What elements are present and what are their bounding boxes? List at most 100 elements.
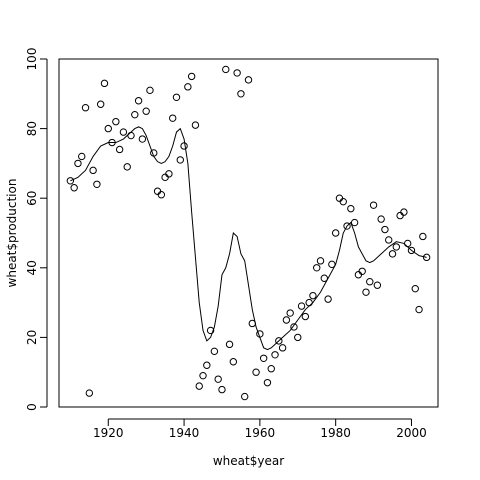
data-point xyxy=(96,100,105,108)
data-point xyxy=(218,385,226,394)
data-point xyxy=(172,93,181,101)
data-point xyxy=(419,232,427,241)
data-point xyxy=(309,291,317,300)
data-point xyxy=(241,392,249,401)
data-point xyxy=(316,257,325,265)
data-point xyxy=(161,173,169,182)
data-point xyxy=(85,389,94,397)
data-point xyxy=(180,142,188,150)
y-tick-label: 0 xyxy=(25,403,39,411)
data-point xyxy=(203,361,211,369)
data-point xyxy=(184,83,192,91)
data-point xyxy=(93,180,101,188)
data-point xyxy=(191,121,200,129)
data-point xyxy=(347,204,355,213)
data-point xyxy=(369,201,378,209)
data-point xyxy=(131,110,139,119)
data-point xyxy=(331,229,340,237)
data-point xyxy=(282,316,291,324)
x-tick-label: 1920 xyxy=(93,426,124,440)
scatter-points xyxy=(66,65,431,401)
data-point xyxy=(286,309,294,317)
data-point xyxy=(388,250,397,258)
y-axis-title: wheat$production xyxy=(5,179,19,288)
y-tick-label: 60 xyxy=(25,191,39,206)
data-point xyxy=(301,312,310,321)
data-point xyxy=(176,156,184,164)
data-point xyxy=(324,295,332,303)
data-point xyxy=(237,90,245,98)
data-point xyxy=(119,128,128,136)
data-point xyxy=(89,166,97,175)
data-point xyxy=(81,104,90,112)
x-tick-label: 1960 xyxy=(245,426,276,440)
y-tick-label: 80 xyxy=(25,121,39,136)
data-point xyxy=(403,239,412,248)
x-axis-title: wheat$year xyxy=(213,454,284,468)
axes: 1920 1940 1960 1980 2000 0 20 40 60 80 100 xyxy=(25,48,427,440)
data-point xyxy=(214,375,222,383)
data-point xyxy=(206,326,215,335)
data-point xyxy=(377,215,385,223)
data-point xyxy=(290,323,298,331)
data-point xyxy=(271,351,279,359)
x-tick-label: 1980 xyxy=(320,426,351,440)
data-point xyxy=(222,65,230,74)
data-point xyxy=(396,211,404,220)
data-point xyxy=(229,358,238,366)
data-point xyxy=(320,274,328,282)
data-point xyxy=(127,131,135,140)
data-point xyxy=(169,114,177,122)
data-point xyxy=(328,260,336,269)
data-point xyxy=(78,152,86,161)
data-point xyxy=(142,107,150,115)
data-point xyxy=(70,184,78,192)
data-point xyxy=(259,354,268,362)
data-point xyxy=(100,79,109,88)
data-point xyxy=(225,340,234,349)
y-tick-label: 40 xyxy=(25,260,39,275)
data-point xyxy=(199,371,207,380)
y-tick-label: 20 xyxy=(25,330,39,345)
data-point xyxy=(335,194,344,202)
data-point xyxy=(267,365,275,373)
data-point xyxy=(362,288,370,296)
data-point xyxy=(294,333,302,342)
data-point xyxy=(112,117,120,126)
data-point xyxy=(313,264,321,272)
data-point xyxy=(415,305,423,314)
smoothed-trend-line xyxy=(70,126,427,351)
data-point xyxy=(297,302,306,310)
data-point xyxy=(252,368,260,376)
data-point xyxy=(411,284,419,293)
data-point xyxy=(210,347,219,356)
data-point xyxy=(366,278,374,286)
data-point xyxy=(358,267,366,275)
data-point xyxy=(385,236,393,244)
plot-frame xyxy=(58,58,439,408)
y-tick-label: 100 xyxy=(25,48,39,71)
data-point xyxy=(146,86,154,95)
data-point xyxy=(350,218,359,227)
data-point xyxy=(278,344,287,352)
data-point xyxy=(157,191,166,199)
x-tick-label: 1940 xyxy=(169,426,200,440)
data-point xyxy=(74,159,82,168)
data-point xyxy=(134,97,143,105)
data-point xyxy=(66,177,75,185)
data-point xyxy=(373,281,382,289)
data-point xyxy=(381,225,389,234)
data-point xyxy=(244,76,253,84)
data-point xyxy=(354,271,363,279)
data-point xyxy=(392,243,401,251)
x-tick-label: 2000 xyxy=(396,426,427,440)
data-point xyxy=(407,246,416,255)
data-point xyxy=(153,187,162,195)
data-point xyxy=(187,72,196,81)
data-point xyxy=(138,135,147,143)
data-point xyxy=(104,124,112,133)
data-point xyxy=(195,382,203,390)
data-point xyxy=(123,163,131,171)
data-point xyxy=(422,253,431,262)
